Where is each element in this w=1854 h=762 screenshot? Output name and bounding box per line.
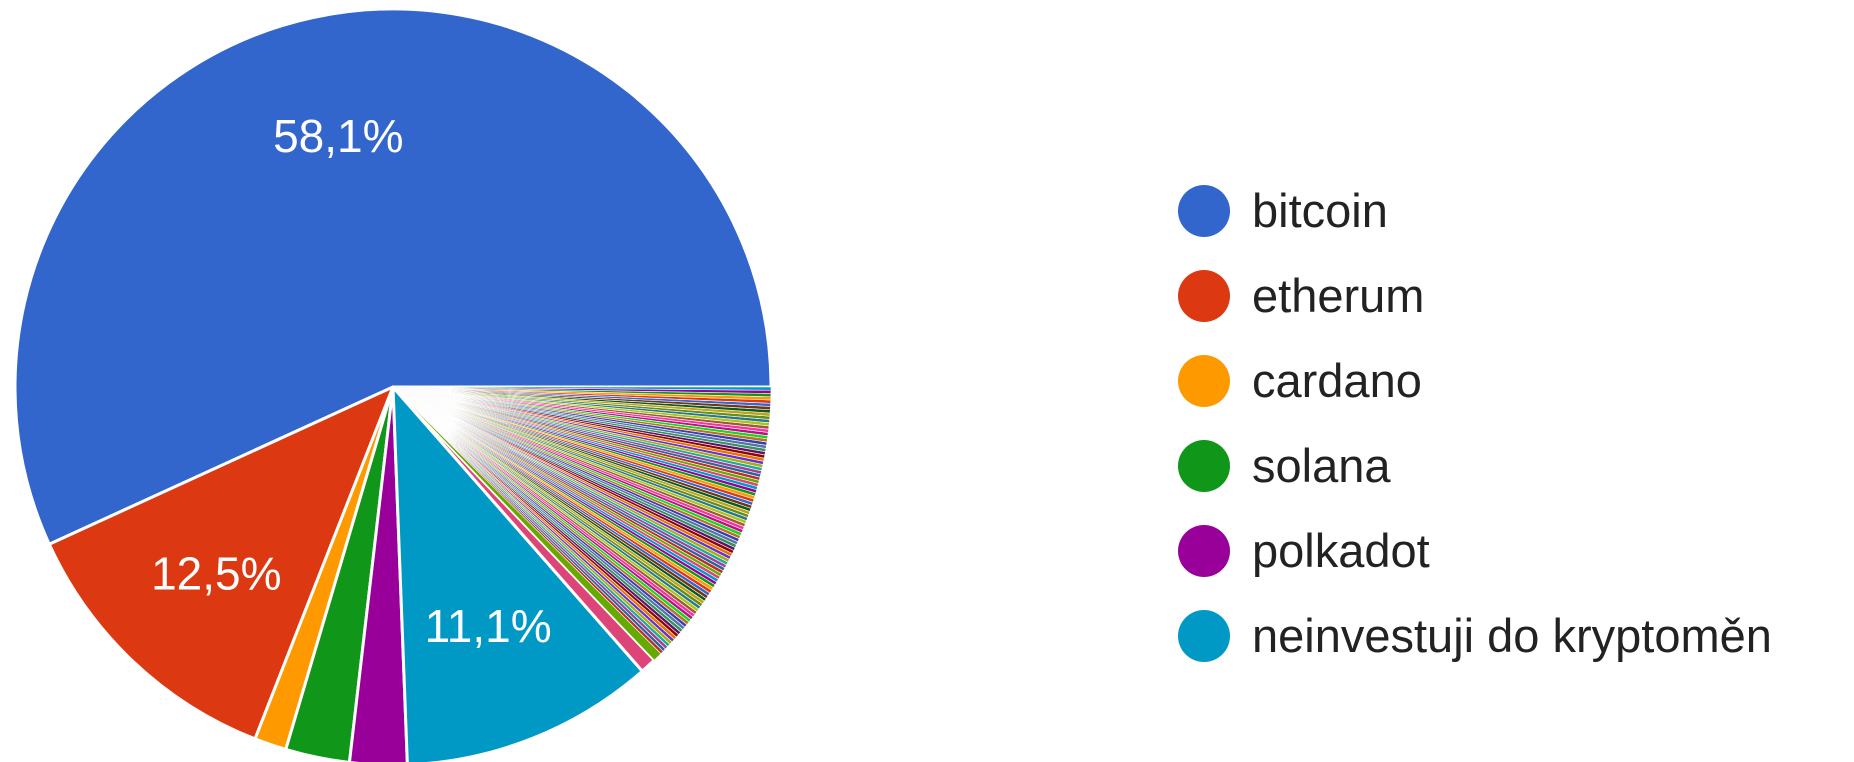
legend-label: bitcoin (1252, 184, 1388, 237)
legend-swatch (1178, 269, 1230, 322)
legend-swatch (1178, 524, 1230, 577)
pie-chart: 58,1% 12,5% 11,1% (13, 7, 773, 762)
legend-swatch (1178, 609, 1230, 662)
legend-item: cardano (1178, 338, 1838, 423)
legend-item: neinvestuji do kryptoměn (1178, 593, 1838, 678)
legend-label: solana (1252, 439, 1391, 492)
legend-swatch (1178, 354, 1230, 407)
pie-slice-etherum (47, 385, 395, 741)
pie-slice-neinvestuji-do-kryptom-n (391, 385, 644, 762)
legend-label: neinvestuji do kryptoměn (1252, 609, 1772, 662)
pie-slice-polkadot (347, 385, 409, 762)
legend-label: polkadot (1252, 524, 1430, 577)
legend-swatch (1178, 184, 1230, 237)
pie-slice-bitcoin (13, 7, 773, 546)
legend-item: polkadot (1178, 508, 1838, 593)
pie-slice-solana (284, 385, 395, 762)
pie-value-label: 11,1% (425, 600, 552, 652)
legend-swatch (1178, 439, 1230, 492)
legend-label: cardano (1252, 354, 1422, 407)
legend-label: etherum (1252, 269, 1425, 322)
legend-item: etherum (1178, 253, 1838, 338)
pie-value-label: 12,5% (151, 548, 281, 600)
legend-item: solana (1178, 423, 1838, 508)
chart-legend: bitcoin etherum cardano solana polkadot neinv… (1178, 168, 1838, 678)
legend-item: bitcoin (1178, 168, 1838, 253)
pie-value-label: 58,1% (273, 110, 403, 162)
pie-value-labels: 58,1% 12,5% 11,1% (151, 110, 552, 652)
pie-slice-other-98 (392, 386, 772, 391)
pie-slices (13, 7, 773, 762)
